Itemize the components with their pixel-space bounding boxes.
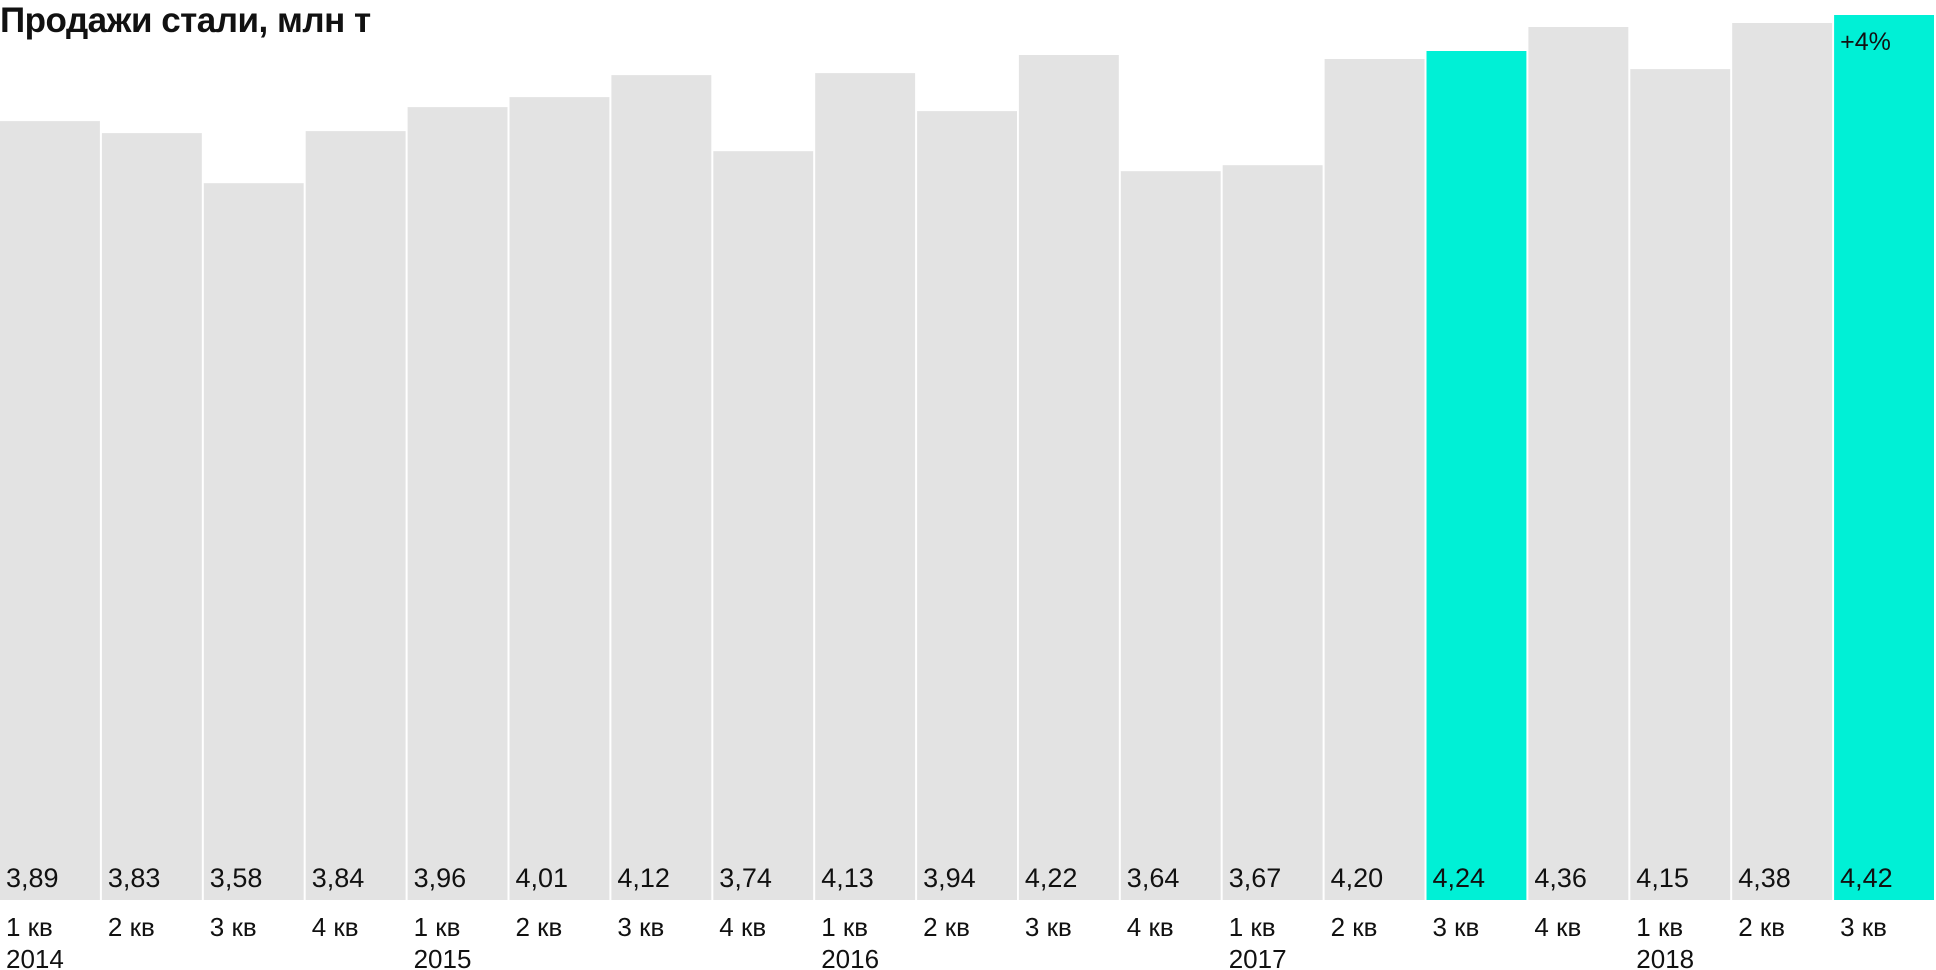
value-label-18: 4,42	[1840, 863, 1893, 893]
year-label-0: 2014	[6, 944, 64, 970]
category-label-6: 3 кв	[617, 912, 664, 942]
bar-1	[101, 133, 202, 901]
bars-group	[0, 15, 1934, 901]
year-label-16: 2018	[1636, 944, 1694, 970]
value-label-0: 3,89	[6, 863, 59, 893]
category-label-14: 3 кв	[1433, 912, 1480, 942]
value-label-5: 4,01	[516, 863, 569, 893]
bar-14	[1426, 51, 1527, 900]
value-labels-group: 3,89 3,83 3,58 3,84 3,96 4,01 4,12 3,74 4,13 3,94…	[6, 863, 1893, 893]
category-label-1: 2 кв	[108, 912, 155, 942]
category-label-4: 1 кв	[414, 912, 461, 942]
value-label-7: 3,74	[719, 863, 772, 893]
value-label-4: 3,96	[414, 863, 467, 893]
bar-15	[1528, 27, 1629, 900]
category-label-10: 3 кв	[1025, 912, 1072, 942]
category-label-16: 1 кв	[1636, 912, 1683, 942]
value-label-9: 3,94	[923, 863, 976, 893]
value-label-8: 4,13	[821, 863, 874, 893]
category-label-15: 4 кв	[1534, 912, 1581, 942]
category-label-2: 3 кв	[210, 912, 257, 942]
bar-9	[917, 111, 1017, 901]
bar-6	[611, 75, 712, 901]
value-label-17: 4,38	[1738, 863, 1791, 893]
bar-4	[407, 107, 508, 901]
category-label-8: 1 кв	[821, 912, 868, 942]
value-label-16: 4,15	[1636, 863, 1689, 893]
category-label-12: 1 кв	[1229, 912, 1276, 942]
bar-17	[1732, 23, 1833, 900]
value-label-15: 4,36	[1534, 863, 1587, 893]
category-label-18: 3 кв	[1840, 912, 1887, 942]
category-label-17: 2 кв	[1738, 912, 1785, 942]
bar-10	[1018, 55, 1119, 900]
bar-7	[713, 151, 814, 900]
annotations-group: +4%	[1840, 28, 1891, 56]
value-label-2: 3,58	[210, 863, 263, 893]
value-label-13: 4,20	[1331, 863, 1384, 893]
category-label-5: 2 кв	[516, 912, 563, 942]
bar-18	[1834, 15, 1934, 900]
category-label-9: 2 кв	[923, 912, 970, 942]
bar-16	[1630, 69, 1731, 901]
category-label-11: 4 кв	[1127, 912, 1174, 942]
year-label-4: 2015	[414, 944, 472, 970]
value-label-3: 3,84	[312, 863, 365, 893]
value-label-14: 4,24	[1433, 863, 1486, 893]
bar-12	[1222, 165, 1323, 900]
value-label-1: 3,83	[108, 863, 161, 893]
bar-5	[509, 97, 610, 901]
bar-0	[0, 121, 100, 901]
year-labels-group: 2014 2015 2016 2017 2018	[6, 944, 1694, 970]
bar-3	[305, 131, 406, 901]
bar-11	[1120, 171, 1221, 900]
category-label-3: 4 кв	[312, 912, 359, 942]
bar-8	[815, 73, 916, 901]
category-label-0: 1 кв	[6, 912, 53, 942]
value-label-12: 3,67	[1229, 863, 1282, 893]
value-label-6: 4,12	[617, 863, 670, 893]
value-label-11: 3,64	[1127, 863, 1180, 893]
year-label-12: 2017	[1229, 944, 1287, 970]
category-label-7: 4 кв	[719, 912, 766, 942]
annotation-label: +4%	[1840, 28, 1891, 56]
chart-title: Продажи стали, млн т	[0, 1, 371, 40]
bar-2	[203, 183, 304, 900]
category-label-13: 2 кв	[1331, 912, 1378, 942]
category-labels-group: 1 кв 2 кв 3 кв 4 кв 1 кв 2 кв 3 кв 4 кв 1 кв 2 кв…	[6, 912, 1887, 942]
year-label-8: 2016	[821, 944, 879, 970]
bar-13	[1324, 59, 1425, 900]
value-label-10: 4,22	[1025, 863, 1078, 893]
